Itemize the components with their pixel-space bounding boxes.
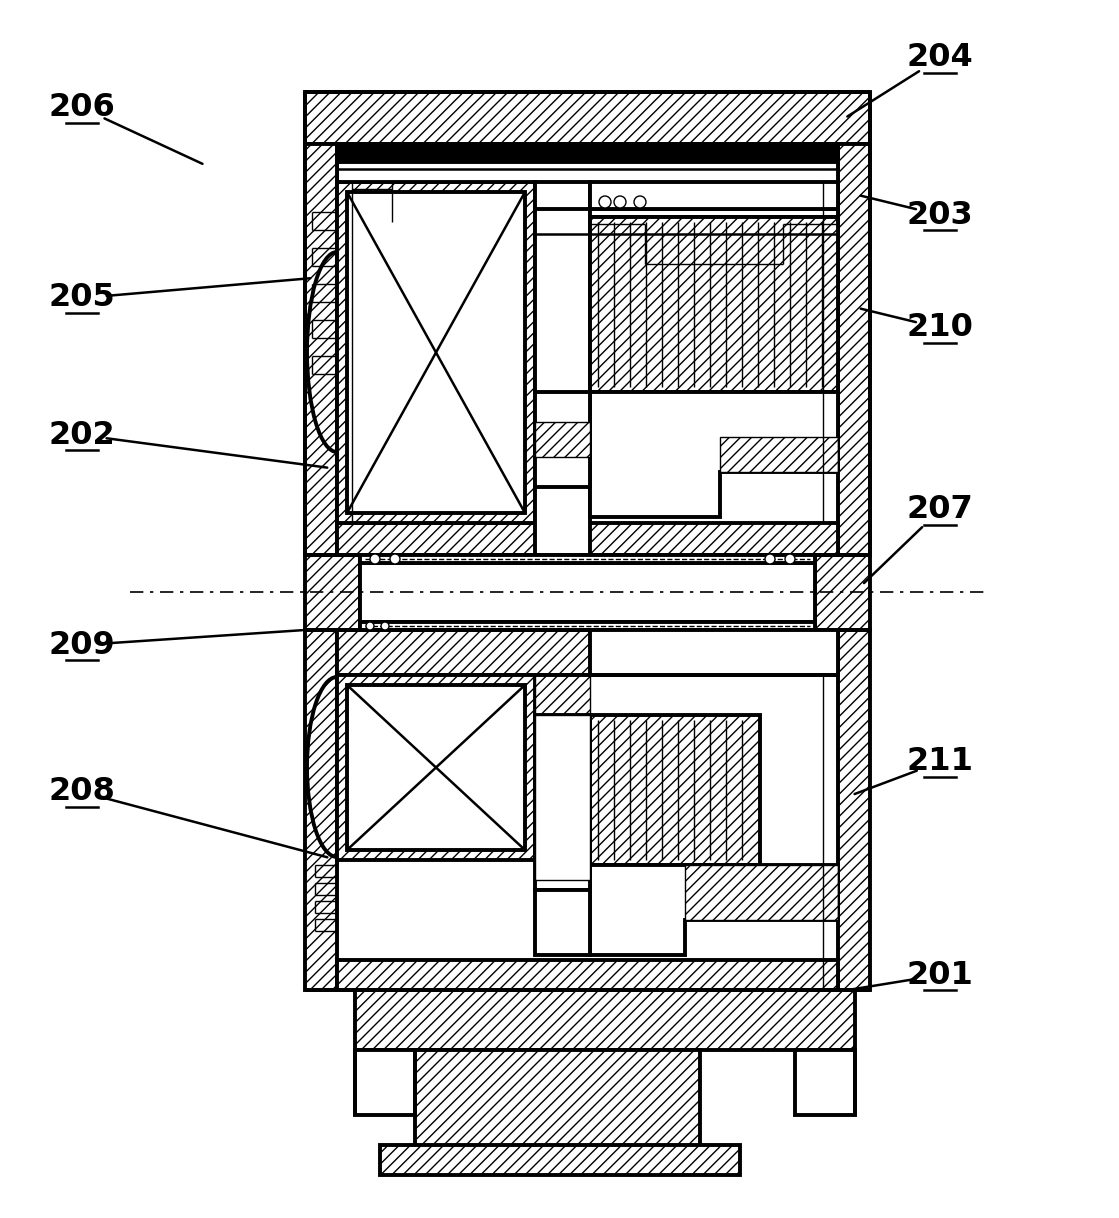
Bar	[794, 1050, 855, 1114]
Polygon shape	[590, 630, 838, 675]
Bar	[360, 622, 815, 630]
Circle shape	[366, 622, 374, 630]
Bar	[535, 392, 590, 487]
Polygon shape	[305, 630, 337, 990]
Bar	[590, 217, 838, 392]
Text: 210: 210	[906, 313, 974, 343]
Bar	[590, 715, 760, 865]
Bar	[535, 181, 590, 555]
Bar	[337, 144, 838, 162]
Text: 202: 202	[48, 419, 115, 451]
Polygon shape	[337, 523, 838, 555]
Polygon shape	[337, 630, 838, 675]
Bar	[360, 563, 815, 622]
Text: 203: 203	[906, 200, 974, 230]
Text: 211: 211	[906, 747, 974, 777]
Polygon shape	[347, 685, 525, 850]
Text: 207: 207	[906, 495, 974, 525]
Text: 205: 205	[48, 283, 115, 313]
Polygon shape	[720, 437, 838, 473]
Bar	[535, 890, 590, 955]
Text: 209: 209	[49, 630, 115, 660]
Circle shape	[370, 554, 380, 564]
Polygon shape	[590, 865, 838, 955]
Text: 201: 201	[906, 960, 974, 990]
Bar	[590, 181, 838, 217]
Circle shape	[391, 554, 399, 564]
Polygon shape	[415, 1050, 700, 1160]
Polygon shape	[355, 990, 855, 1050]
Bar	[380, 1145, 740, 1175]
Polygon shape	[590, 181, 838, 217]
Bar	[590, 630, 838, 675]
Polygon shape	[347, 192, 525, 513]
Polygon shape	[337, 675, 535, 860]
Circle shape	[599, 196, 611, 208]
Polygon shape	[535, 675, 590, 715]
Polygon shape	[337, 181, 535, 523]
Text: 206: 206	[48, 93, 115, 123]
Polygon shape	[305, 555, 360, 630]
Bar	[355, 1050, 415, 1114]
Polygon shape	[337, 960, 838, 990]
Polygon shape	[685, 865, 838, 920]
Bar	[535, 715, 590, 879]
Polygon shape	[590, 392, 838, 516]
Polygon shape	[838, 630, 869, 990]
Polygon shape	[535, 421, 590, 457]
Text: 208: 208	[48, 777, 115, 808]
Text: 204: 204	[906, 43, 974, 73]
Bar	[347, 192, 525, 513]
Bar	[535, 715, 590, 890]
Circle shape	[765, 554, 775, 564]
Circle shape	[614, 196, 626, 208]
Polygon shape	[305, 93, 869, 144]
Polygon shape	[305, 144, 337, 555]
Circle shape	[786, 554, 794, 564]
Circle shape	[380, 622, 389, 630]
Polygon shape	[815, 555, 869, 630]
Polygon shape	[838, 144, 869, 555]
Bar	[347, 685, 525, 850]
Circle shape	[634, 196, 646, 208]
Bar	[360, 555, 815, 563]
